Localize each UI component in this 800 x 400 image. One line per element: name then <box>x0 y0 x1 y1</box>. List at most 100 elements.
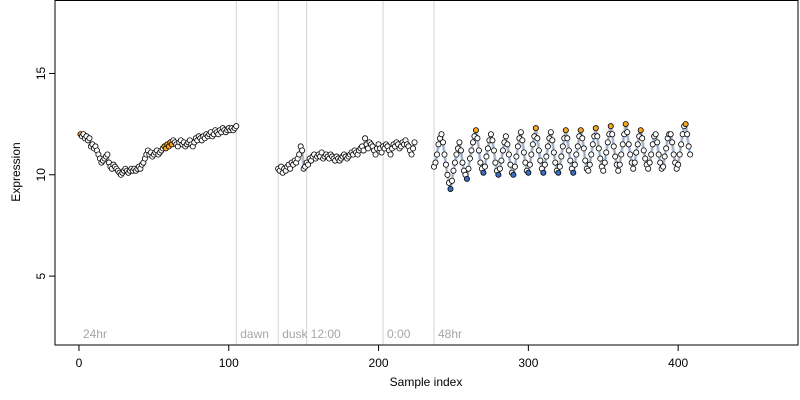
data-point <box>233 123 240 130</box>
data-point <box>517 129 524 136</box>
data-point <box>627 151 634 158</box>
data-point <box>687 151 694 158</box>
annotation-label-4: 0:00 <box>387 327 411 341</box>
data-point <box>552 159 559 166</box>
data-point <box>469 139 476 146</box>
data-point <box>558 153 565 160</box>
data-point <box>378 149 385 156</box>
data-point <box>648 151 655 158</box>
data-point <box>640 147 647 154</box>
data-point <box>592 125 599 132</box>
data-point <box>607 123 614 130</box>
data-point <box>448 177 455 184</box>
data-point <box>642 155 649 162</box>
data-point <box>104 151 111 158</box>
data-point <box>525 169 532 176</box>
y-tick-label: 5 <box>34 272 48 279</box>
annotation-label-1: dawn <box>240 327 269 341</box>
data-point <box>468 147 475 154</box>
plot-frame <box>54 0 799 346</box>
x-axis: 0 100 200 300 400 <box>76 344 688 370</box>
data-point <box>637 127 644 134</box>
data-point <box>466 155 473 162</box>
data-point <box>474 135 481 142</box>
data-point <box>544 143 551 150</box>
data-point <box>459 159 466 166</box>
data-point <box>475 147 482 154</box>
data-point <box>661 153 668 160</box>
data-point <box>550 149 557 156</box>
data-point <box>549 137 556 144</box>
data-point <box>490 147 497 154</box>
data-point <box>451 159 458 166</box>
data-point <box>667 131 674 138</box>
data-point <box>540 169 547 176</box>
data-point <box>483 153 490 160</box>
data-point <box>510 171 517 178</box>
data-point <box>676 151 683 158</box>
data-point <box>555 169 562 176</box>
data-point <box>657 159 664 166</box>
data-point <box>685 143 692 150</box>
data-point <box>655 151 662 158</box>
data-point <box>573 151 580 158</box>
data-point <box>600 167 607 174</box>
data-point <box>564 135 571 142</box>
phase-annotations: 24hr dawn dusk 12:00 0:00 48hr <box>83 327 462 341</box>
data-point <box>612 153 619 160</box>
data-point <box>682 121 689 128</box>
x-tick-label: 300 <box>518 356 538 370</box>
data-point <box>487 131 494 138</box>
data-point <box>646 159 653 166</box>
data-point <box>618 151 625 158</box>
data-point <box>633 149 640 156</box>
x-tick-label: 400 <box>668 356 688 370</box>
data-point <box>622 121 629 128</box>
data-point <box>513 153 520 160</box>
data-point <box>489 137 496 144</box>
data-point <box>299 147 306 154</box>
data-point <box>496 165 503 172</box>
data-point <box>594 133 601 140</box>
data-point <box>565 147 572 154</box>
data-point <box>532 125 539 132</box>
annotation-label-0: 24hr <box>83 327 107 341</box>
data-points <box>77 121 694 192</box>
data-point <box>492 159 499 166</box>
data-point <box>639 135 646 142</box>
data-point <box>387 151 394 158</box>
data-point <box>432 159 439 166</box>
y-tick-label: 15 <box>34 66 48 80</box>
data-point <box>529 141 536 148</box>
data-point <box>616 161 623 168</box>
annotation-label-2: dusk <box>282 327 308 341</box>
data-point <box>439 139 446 146</box>
data-point <box>684 131 691 138</box>
y-axis-title: Expression <box>9 142 23 201</box>
x-axis-title: Sample index <box>390 375 463 389</box>
data-point <box>580 145 587 152</box>
data-point <box>410 145 417 152</box>
data-point <box>537 157 544 164</box>
data-point <box>610 143 617 150</box>
data-point <box>588 151 595 158</box>
data-point <box>570 169 577 176</box>
data-point <box>585 167 592 174</box>
data-point <box>660 163 667 170</box>
data-point <box>411 139 418 146</box>
data-point <box>287 165 294 172</box>
data-point <box>630 165 637 172</box>
annotation-label-5: 48hr <box>438 327 462 341</box>
data-point <box>547 129 554 136</box>
data-point <box>484 145 491 152</box>
data-point <box>453 151 460 158</box>
data-point <box>571 161 578 168</box>
data-point <box>480 169 487 176</box>
data-point <box>652 131 659 138</box>
data-point <box>624 129 631 136</box>
data-point <box>670 151 677 158</box>
data-point <box>505 151 512 158</box>
data-point <box>562 127 569 134</box>
data-point <box>669 139 676 146</box>
data-point <box>444 171 451 178</box>
